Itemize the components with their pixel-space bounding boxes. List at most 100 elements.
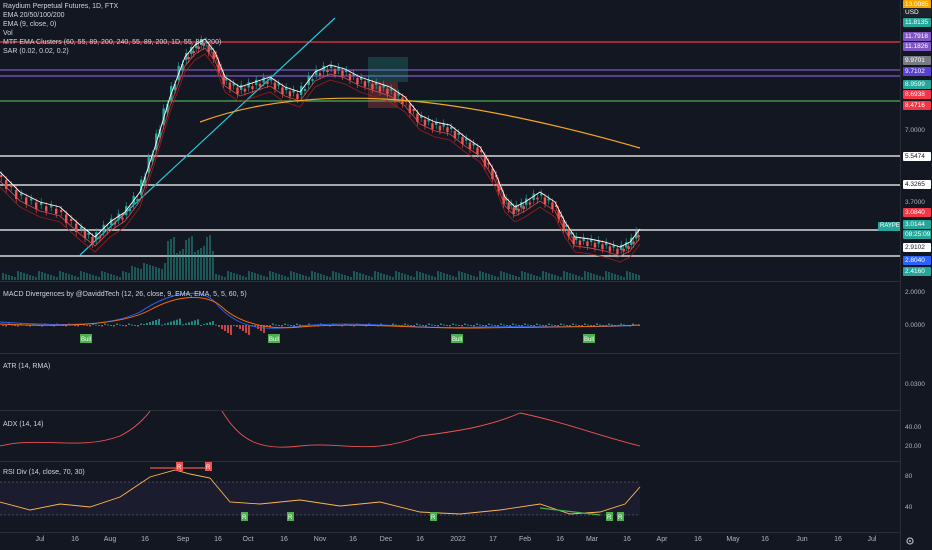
atr-chart[interactable] [0, 354, 900, 409]
ema20-line [0, 47, 641, 257]
time-label-8: Nov [313, 536, 327, 543]
macd-hist-bar [599, 324, 601, 326]
macd-legend[interactable]: MACD Divergences by @DaviddTech (12, 26,… [3, 290, 247, 299]
macd-hist-bar [293, 325, 295, 327]
volume-bar [233, 273, 235, 280]
chart-title[interactable]: Raydium Perpetual Futures, 1D, FTX [3, 3, 119, 10]
volume-bar [395, 271, 397, 280]
macd-hist-bar [194, 320, 196, 325]
macd-hist-bar [155, 320, 157, 325]
macd-hist-bar [197, 319, 199, 325]
volume-bar [386, 275, 388, 280]
macd-hist-bar [527, 324, 529, 326]
indicator-ema-20-50-100-200[interactable]: EMA 20/50/100/200 [3, 12, 65, 19]
macd-bull-signal-2 [451, 334, 463, 343]
macd-hist-bar [482, 325, 484, 326]
volume-bar [518, 277, 520, 280]
indicator-vol[interactable]: Vol [3, 30, 13, 37]
volume-bar [500, 271, 502, 280]
time-label-24: Jul [867, 536, 877, 543]
candle-body [423, 119, 427, 126]
candle-body [435, 121, 438, 125]
volume-bar [65, 273, 67, 280]
price-tag-12: 3.0840 [903, 208, 931, 217]
macd-hist-bar [581, 325, 583, 327]
indicator-sar[interactable]: SAR (0.02, 0.02, 0.2) [3, 48, 69, 55]
volume-bar [308, 277, 310, 280]
macd-hist-bar [269, 325, 271, 327]
volume-bar [371, 277, 373, 280]
settings-gear-icon[interactable] [905, 536, 915, 546]
volume-bar [482, 272, 484, 280]
rsi-chart[interactable]: R RR R R R R [0, 462, 900, 532]
macd-hist-bar [209, 322, 211, 325]
time-label-2: Aug [103, 536, 117, 543]
rsi-band [0, 482, 640, 515]
ema9-line [0, 38, 641, 248]
candle-body [453, 131, 457, 138]
candle-body [35, 202, 38, 209]
candle-body [341, 71, 344, 76]
volume-bar [428, 275, 430, 280]
volume-bar [185, 240, 187, 280]
rsi-legend[interactable]: RSI Div (14, close, 70, 30) [3, 468, 85, 477]
time-label-15: 16 [556, 536, 564, 543]
candle-body [315, 69, 318, 75]
ema50-line [0, 53, 641, 263]
candle-body [525, 198, 528, 205]
candle-body [547, 198, 550, 201]
volume-bar [182, 249, 184, 280]
indicator-mtf-ema-clusters[interactable]: MTF EMA Clusters (60, 55, 89, 200, 240, … [3, 39, 222, 46]
candle-body [40, 202, 43, 205]
volume-bar [5, 274, 7, 280]
candle-body [166, 104, 169, 113]
volume-bar [32, 276, 34, 280]
volume-bar [116, 276, 118, 280]
volume-bar [353, 271, 355, 280]
volume-bar [53, 276, 55, 280]
macd-hist-bar [74, 325, 76, 326]
candle-body [121, 217, 124, 220]
macd-hist-bar [245, 325, 247, 333]
volume-bar [164, 263, 166, 280]
macd-hist-bar [167, 322, 169, 325]
volume-bar [287, 277, 289, 280]
macd-hist-bar [119, 324, 121, 326]
macd-hist-bar [299, 324, 301, 326]
candle-body [91, 237, 94, 244]
macd-hist-bar [182, 324, 184, 326]
volume-bar [122, 271, 124, 280]
indicator-ema-9[interactable]: EMA (9, close, 0) [3, 21, 57, 28]
volume-bar [422, 273, 424, 280]
volume-bar [494, 276, 496, 280]
price-chart[interactable] [0, 0, 900, 280]
atr-legend[interactable]: ATR (14, RMA) [3, 362, 50, 371]
candle-body [240, 84, 243, 90]
macd-hist-bar [203, 324, 205, 325]
volume-bar [35, 277, 37, 280]
adx-axis-label-40: 40.00 [905, 424, 922, 431]
macd-chart[interactable]: Bull Bull Bull Bull [0, 282, 900, 352]
candle-body [457, 133, 460, 135]
candle-body [225, 78, 228, 81]
adx-chart[interactable] [0, 411, 900, 461]
volume-bar [245, 277, 247, 280]
rsi-bull-label-0: R [242, 515, 247, 521]
price-tag-0: 13.0085 [903, 0, 931, 9]
volume-bar [623, 277, 625, 280]
candle-body [228, 82, 232, 89]
volume-bar [92, 275, 94, 280]
macd-hist-bar [620, 323, 622, 325]
candle-body [143, 176, 147, 184]
candle-body [10, 185, 13, 187]
time-label-11: 16 [416, 536, 424, 543]
volume-bar [407, 275, 409, 280]
volume-bar [581, 277, 583, 280]
candle-body [15, 190, 18, 199]
candle-body [601, 244, 604, 249]
candle-body [281, 87, 284, 94]
candle-body [288, 91, 292, 97]
adx-legend[interactable]: ADX (14, 14) [3, 420, 43, 429]
macd-hist-bar [518, 325, 520, 326]
volume-bar [284, 276, 286, 280]
